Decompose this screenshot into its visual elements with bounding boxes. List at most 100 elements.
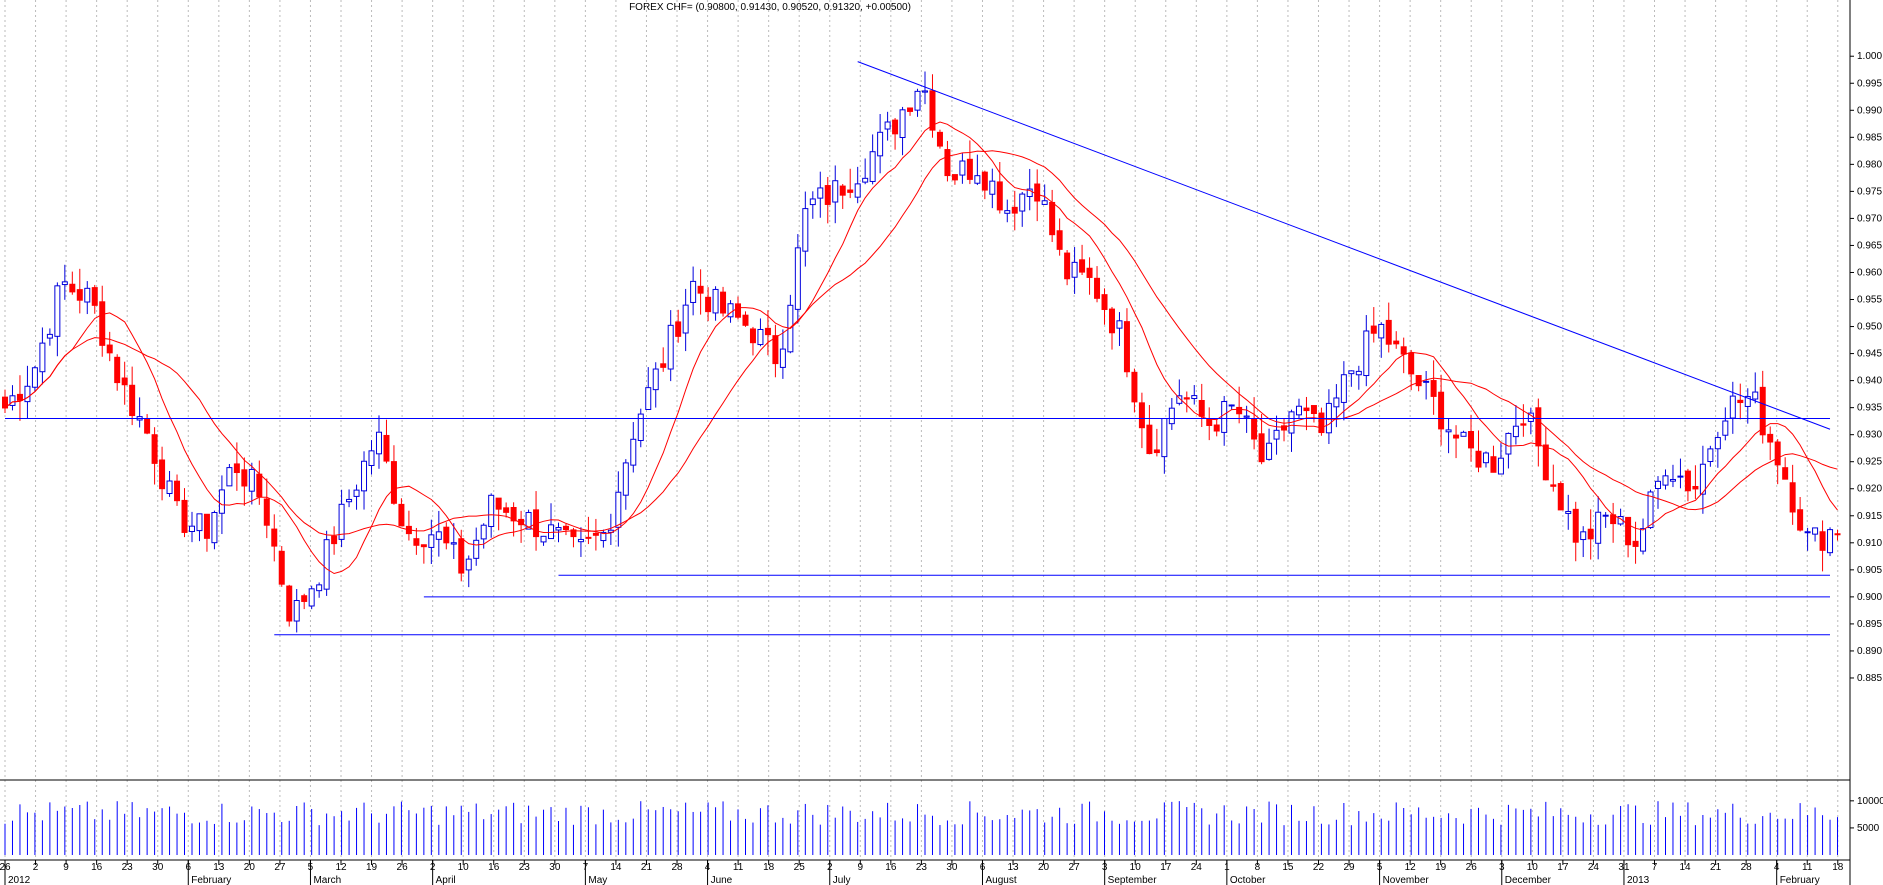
day-label: 30 bbox=[549, 862, 561, 873]
day-label: 10 bbox=[458, 862, 470, 873]
candle-body bbox=[1819, 531, 1826, 551]
candle-body bbox=[1333, 397, 1340, 408]
candle-body bbox=[159, 459, 166, 490]
candle-body bbox=[1251, 418, 1258, 440]
candle-body bbox=[817, 187, 824, 199]
candle-body bbox=[1804, 531, 1811, 534]
candle-body bbox=[742, 314, 749, 326]
candle-body bbox=[1789, 482, 1796, 513]
candle-body bbox=[1490, 456, 1497, 473]
candle-body bbox=[1580, 531, 1587, 541]
candle-body bbox=[577, 538, 584, 543]
candle-body bbox=[1505, 432, 1512, 455]
candle-body bbox=[877, 131, 884, 157]
candle-body bbox=[1221, 401, 1228, 433]
moving-averages bbox=[4, 121, 1838, 575]
day-label: 23 bbox=[916, 862, 928, 873]
chart-title: FOREX CHF= (0.90800, 0.91430, 0.90520, 0… bbox=[629, 2, 911, 13]
candle-body bbox=[1475, 450, 1482, 468]
candle-body bbox=[1168, 407, 1175, 425]
price-tick-label: 0.905 bbox=[1857, 565, 1882, 576]
month-label: February bbox=[1780, 875, 1820, 885]
price-tick-label: 1.000 bbox=[1857, 51, 1882, 62]
candle-body bbox=[1041, 200, 1048, 205]
volume-tick-label: 10000 bbox=[1857, 796, 1883, 807]
candle-body bbox=[1056, 230, 1063, 250]
candle-body bbox=[892, 119, 899, 135]
day-label: 16 bbox=[488, 862, 500, 873]
day-label: 26 bbox=[1466, 862, 1478, 873]
candle-body bbox=[196, 513, 203, 532]
price-tick-label: 0.920 bbox=[1857, 484, 1882, 495]
candle-body bbox=[1198, 399, 1205, 417]
month-label: August bbox=[985, 875, 1016, 885]
candle-body bbox=[1602, 514, 1609, 517]
candle-body bbox=[1243, 415, 1250, 418]
candle-body bbox=[1176, 395, 1183, 404]
candle-body bbox=[495, 497, 502, 510]
candle-body bbox=[562, 525, 569, 531]
candle-body bbox=[884, 121, 891, 130]
candle-body bbox=[585, 536, 592, 539]
candle-body bbox=[548, 524, 555, 540]
candle-body bbox=[99, 301, 106, 346]
candle-body bbox=[69, 283, 76, 293]
day-label: 10 bbox=[1527, 862, 1539, 873]
candle-body bbox=[974, 175, 981, 184]
day-label: 22 bbox=[1313, 862, 1325, 873]
candle-body bbox=[465, 558, 472, 571]
candle-body bbox=[1310, 405, 1317, 414]
candle-body bbox=[1677, 475, 1684, 478]
candle-body bbox=[1393, 340, 1400, 345]
candle-body bbox=[1453, 434, 1460, 439]
candle-body bbox=[375, 431, 382, 455]
candle-body bbox=[1281, 425, 1288, 431]
candle-body bbox=[1542, 444, 1549, 481]
price-tick-label: 0.980 bbox=[1857, 159, 1882, 170]
candle-body bbox=[1482, 452, 1489, 464]
candle-body bbox=[338, 503, 345, 540]
candle-body bbox=[241, 469, 248, 487]
candle-body bbox=[749, 328, 756, 344]
candle-body bbox=[652, 368, 659, 391]
month-label: March bbox=[313, 875, 341, 885]
candle-body bbox=[106, 344, 113, 354]
candle-body bbox=[1161, 418, 1168, 458]
volume-bars bbox=[4, 801, 1839, 855]
candle-body bbox=[226, 467, 233, 487]
candle-body bbox=[989, 180, 996, 195]
candle-body bbox=[1737, 399, 1744, 404]
day-label: 17 bbox=[1160, 862, 1172, 873]
candle-body bbox=[1049, 201, 1056, 236]
price-tick-label: 0.900 bbox=[1857, 592, 1882, 603]
candle-body bbox=[847, 189, 854, 193]
candle-body bbox=[413, 538, 420, 546]
month-label: December bbox=[1505, 875, 1552, 885]
month-label: 2012 bbox=[8, 875, 31, 885]
price-tick-label: 0.890 bbox=[1857, 646, 1882, 657]
candle-body bbox=[398, 503, 405, 527]
day-label: 20 bbox=[244, 862, 256, 873]
candle-body bbox=[1759, 386, 1766, 436]
candle-body bbox=[712, 288, 719, 314]
candle-body bbox=[503, 507, 510, 513]
candle-body bbox=[181, 499, 188, 533]
candle-body bbox=[854, 183, 861, 198]
candle-body bbox=[91, 287, 98, 306]
candle-body bbox=[1370, 325, 1377, 334]
candle-body bbox=[84, 287, 91, 303]
day-label: 24 bbox=[1588, 862, 1600, 873]
candle-body bbox=[1064, 252, 1071, 280]
price-tick-label: 0.935 bbox=[1857, 403, 1882, 414]
candles bbox=[2, 71, 1841, 633]
candle-body bbox=[1655, 480, 1662, 489]
candle-body bbox=[1236, 406, 1243, 415]
candle-body bbox=[233, 463, 240, 474]
day-label: 11 bbox=[733, 862, 744, 873]
day-label: 30 bbox=[152, 862, 164, 873]
candle-body bbox=[1497, 457, 1504, 475]
candle-body bbox=[772, 335, 779, 365]
candle-body bbox=[1565, 510, 1572, 514]
candle-body bbox=[1797, 509, 1804, 531]
